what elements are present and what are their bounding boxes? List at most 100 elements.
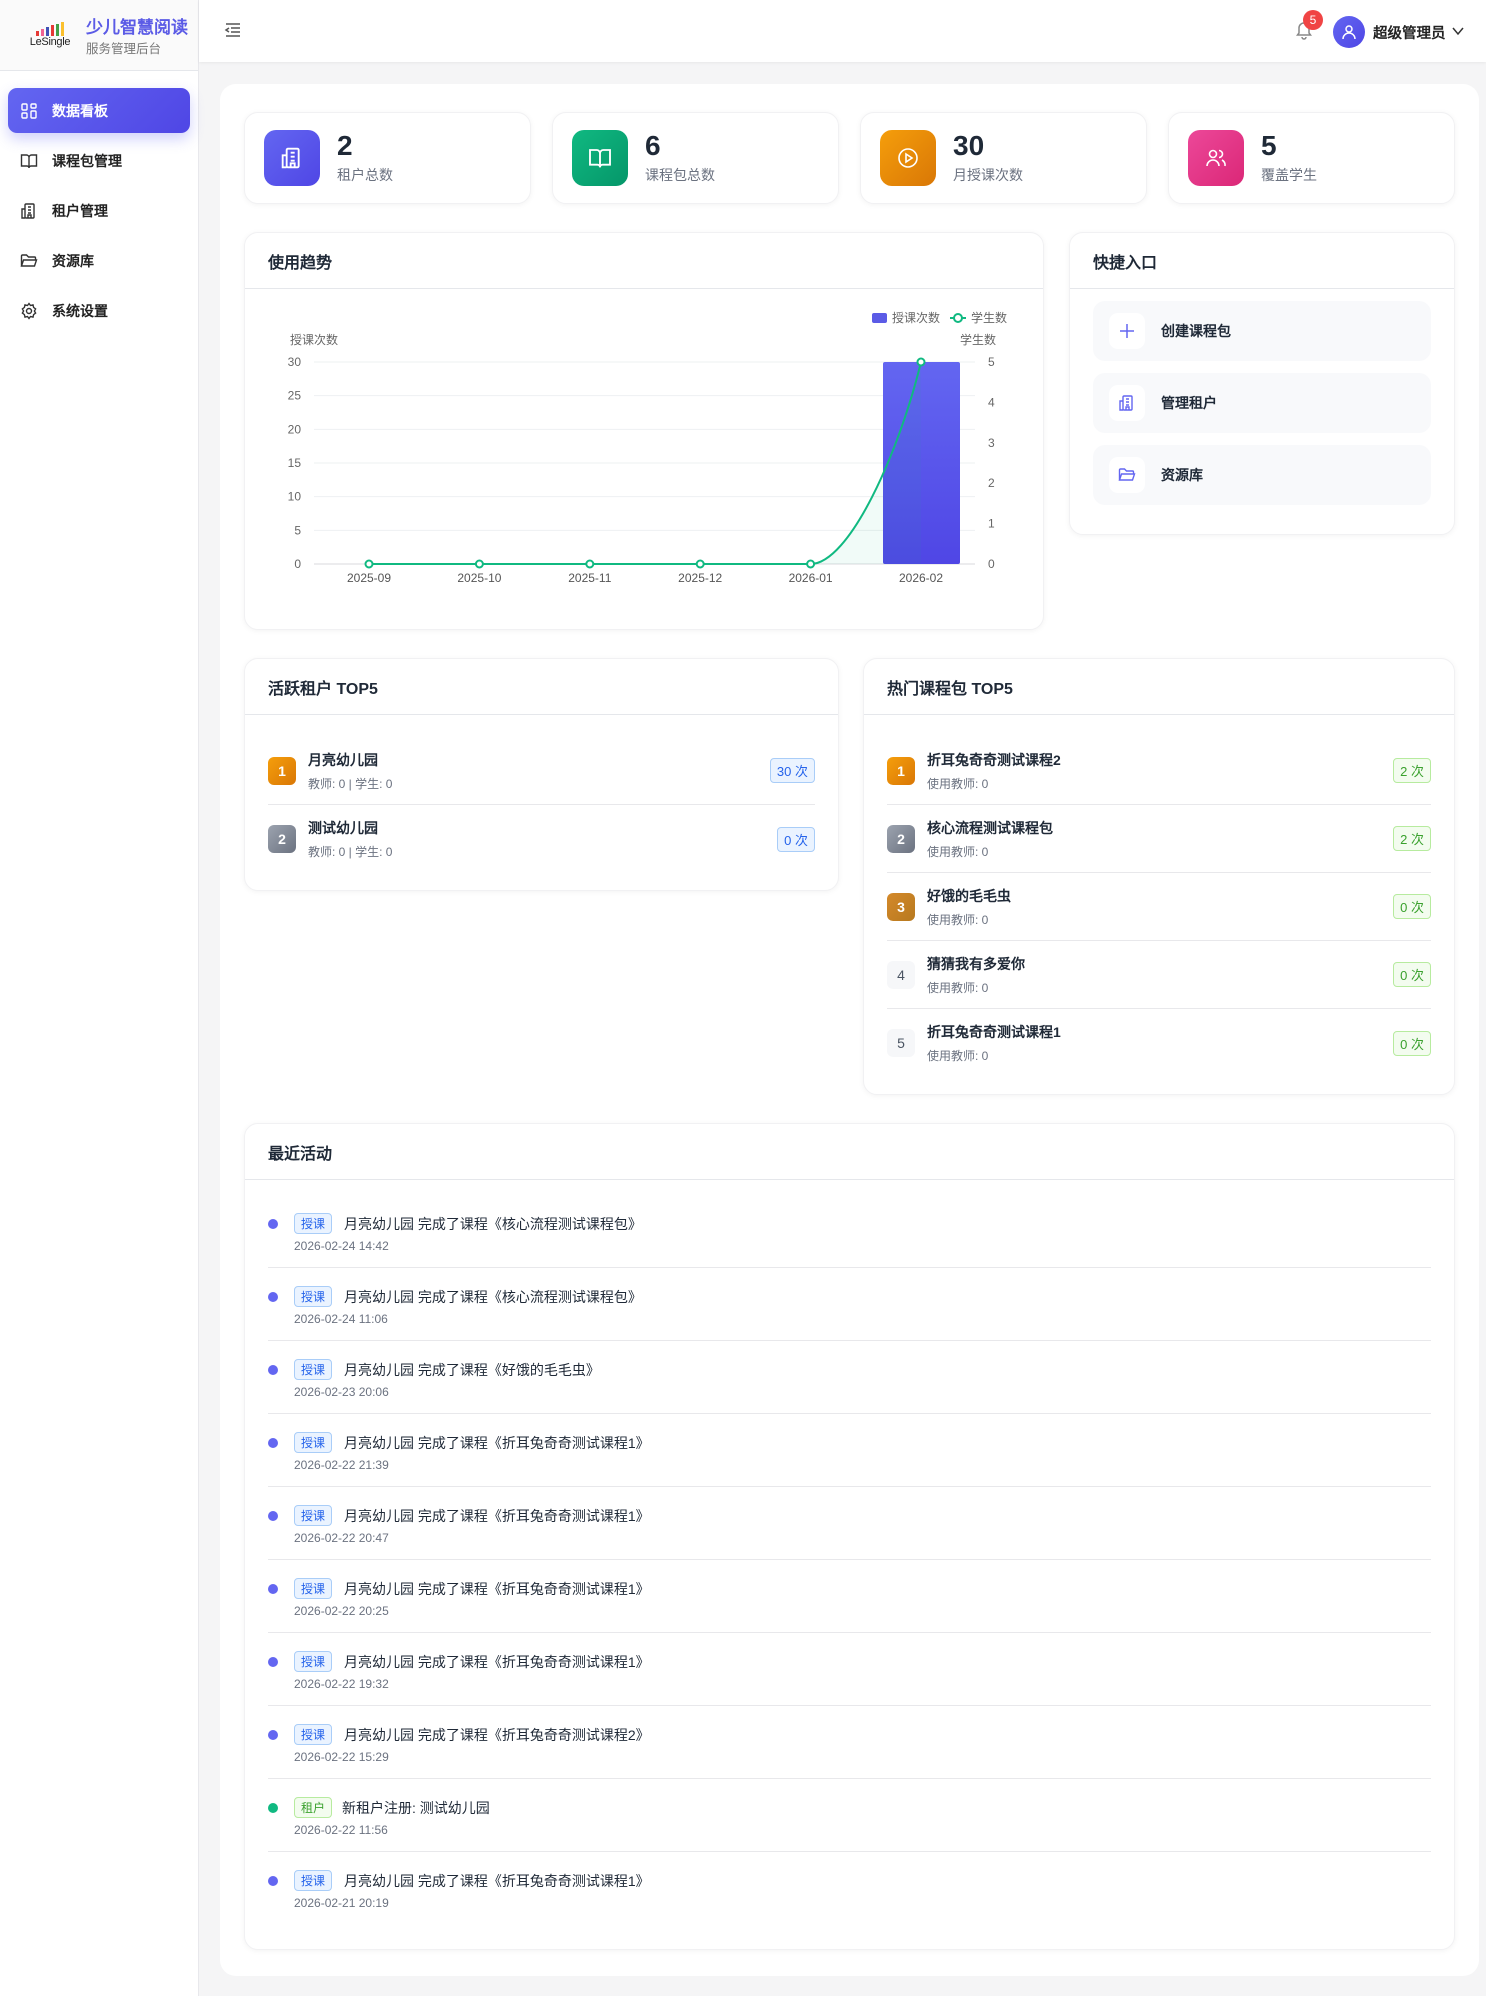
status-dot [268, 1511, 278, 1521]
y-right-tick-label: 2 [988, 476, 995, 490]
count-badge: 2 次 [1393, 826, 1431, 851]
item-name: 测试幼儿园 [308, 818, 392, 838]
sidebar-item-resources[interactable]: 资源库 [8, 238, 190, 283]
notification-badge: 5 [1303, 10, 1323, 30]
activity-text: 月亮幼儿园 完成了课程《折耳兔奇奇测试课程1》 [344, 1433, 650, 1453]
collapse-menu-icon[interactable] [223, 20, 243, 40]
brand-logo[interactable]: LeSingle 少儿智慧阅读 服务管理后台 [0, 0, 198, 71]
line-point[interactable] [366, 561, 373, 568]
rank-row[interactable]: 2核心流程测试课程包使用教师: 02 次 [887, 805, 1431, 873]
item-name: 猜猜我有多爱你 [927, 954, 1025, 974]
book-icon [572, 130, 628, 186]
activity-time: 2026-02-22 11:56 [294, 1823, 388, 1837]
rank-badge: 2 [268, 825, 296, 853]
line-point[interactable] [807, 561, 814, 568]
quick-entry-card: 快捷入口 创建课程包 管理租户 资源库 [1069, 232, 1455, 535]
activity-tag: 授课 [294, 1870, 332, 1891]
folder-icon [20, 252, 38, 270]
legend-swatch-point [954, 314, 962, 322]
status-dot [268, 1803, 278, 1813]
avatar[interactable] [1333, 16, 1365, 48]
activity-tag: 授课 [294, 1724, 332, 1745]
item-name: 好饿的毛毛虫 [927, 886, 1011, 906]
y-left-axis-title: 授课次数 [290, 332, 338, 347]
y-right-tick-label: 5 [988, 355, 995, 369]
x-tick-label: 2025-09 [347, 571, 391, 585]
y-right-tick-label: 0 [988, 557, 995, 571]
sidebar-item-courses[interactable]: 课程包管理 [8, 138, 190, 183]
chevron-down-icon[interactable] [1451, 24, 1465, 38]
legend-swatch-bar [872, 313, 887, 323]
item-name: 折耳兔奇奇测试课程1 [927, 1022, 1061, 1042]
activity-item: 授课月亮幼儿园 完成了课程《好饿的毛毛虫》2026-02-23 20:06 [268, 1341, 1431, 1414]
rank-row[interactable]: 2测试幼儿园教师: 0 | 学生: 00 次 [268, 805, 815, 873]
rank-badge: 1 [887, 757, 915, 785]
y-left-tick-label: 30 [288, 355, 302, 369]
line-point[interactable] [476, 561, 483, 568]
quick-resources-button[interactable]: 资源库 [1093, 445, 1431, 505]
play-circle-icon [880, 130, 936, 186]
stat-card-courses[interactable]: 6 课程包总数 [552, 112, 839, 204]
book-icon [20, 152, 38, 170]
activity-tag: 授课 [294, 1286, 332, 1307]
quick-manage-tenants-button[interactable]: 管理租户 [1093, 373, 1431, 433]
item-meta: 使用教师: 0 [927, 843, 1053, 860]
card-title: 活跃租户 TOP5 [245, 659, 838, 715]
rank-row[interactable]: 1月亮幼儿园教师: 0 | 学生: 030 次 [268, 737, 815, 805]
card-title: 热门课程包 TOP5 [864, 659, 1454, 715]
quick-create-course-button[interactable]: 创建课程包 [1093, 301, 1431, 361]
user-icon [1341, 24, 1357, 40]
usage-trend-chart: 051015202530012345授课次数学生数2025-092025-102… [245, 233, 1045, 573]
activity-item: 授课月亮幼儿园 完成了课程《折耳兔奇奇测试课程1》2026-02-22 21:3… [268, 1414, 1431, 1487]
activity-time: 2026-02-24 11:06 [294, 1312, 388, 1326]
stat-value: 6 [645, 131, 715, 161]
activity-item: 授课月亮幼儿园 完成了课程《核心流程测试课程包》2026-02-24 11:06 [268, 1268, 1431, 1341]
rank-badge: 3 [887, 893, 915, 921]
x-tick-label: 2026-01 [789, 571, 833, 585]
active-tenants-card: 活跃租户 TOP5 1月亮幼儿园教师: 0 | 学生: 030 次 2 测试幼儿园教… [244, 658, 839, 891]
line-point[interactable] [918, 359, 925, 366]
legend-label[interactable]: 授课次数 [892, 310, 940, 325]
sidebar-item-dashboard[interactable]: 数据看板 [8, 88, 190, 133]
activity-time: 2026-02-22 21:39 [294, 1458, 389, 1472]
course-list: 1折耳兔奇奇测试课程2使用教师: 02 次2核心流程测试课程包使用教师: 02 … [864, 715, 1454, 1077]
quick-label: 创建课程包 [1161, 321, 1231, 341]
sidebar-item-settings[interactable]: 系统设置 [8, 288, 190, 333]
stat-value: 2 [337, 131, 393, 161]
line-point[interactable] [586, 561, 593, 568]
count-badge: 0 次 [1393, 894, 1431, 919]
activity-tag: 授课 [294, 1505, 332, 1526]
item-meta: 使用教师: 0 [927, 1047, 1061, 1064]
y-left-tick-label: 15 [288, 456, 302, 470]
building-icon [264, 130, 320, 186]
stat-card-students[interactable]: 5覆盖学生 [1168, 112, 1455, 204]
activity-time: 2026-02-21 20:19 [294, 1896, 389, 1910]
stat-card-tenants[interactable]: 2租户总数 [244, 112, 531, 204]
item-meta: 教师: 0 | 学生: 0 [308, 843, 392, 860]
status-dot [268, 1876, 278, 1886]
rank-badge: 5 [887, 1029, 915, 1057]
count-badge: 30 次 [770, 758, 815, 783]
stat-card-lessons[interactable]: 30 月授课次数 [860, 112, 1147, 204]
y-left-tick-label: 20 [288, 422, 302, 436]
stat-label: 月授课次数 [953, 165, 1023, 185]
recent-activity-card: 最近活动 授课月亮幼儿园 完成了课程《核心流程测试课程包》2026-02-24 … [244, 1123, 1455, 1950]
stat-label: 课程包总数 [645, 165, 715, 185]
sidebar: LeSingle 少儿智慧阅读 服务管理后台 数据看板 课程包管理 租户管理 资… [0, 0, 199, 1996]
app-subtitle: 服务管理后台 [86, 38, 188, 57]
rank-row[interactable]: 5折耳兔奇奇测试课程1使用教师: 00 次 [887, 1009, 1431, 1077]
stat-value: 30 [953, 131, 1023, 161]
rank-row[interactable]: 4猜猜我有多爱你使用教师: 00 次 [887, 941, 1431, 1009]
legend-label[interactable]: 学生数 [971, 310, 1007, 325]
sidebar-nav: 数据看板 课程包管理 租户管理 资源库 系统设置 [0, 71, 198, 333]
item-name: 月亮幼儿园 [308, 750, 392, 770]
building-icon [20, 202, 38, 220]
rank-row[interactable]: 1折耳兔奇奇测试课程2使用教师: 02 次 [887, 737, 1431, 805]
logo-wordmark: LeSingle [30, 36, 70, 48]
sidebar-item-tenants[interactable]: 租户管理 [8, 188, 190, 233]
rank-row[interactable]: 3好饿的毛毛虫使用教师: 00 次 [887, 873, 1431, 941]
sidebar-item-label: 资源库 [52, 251, 94, 271]
user-name[interactable]: 超级管理员 [1373, 22, 1446, 43]
y-right-axis-title: 学生数 [960, 332, 996, 347]
line-point[interactable] [697, 561, 704, 568]
